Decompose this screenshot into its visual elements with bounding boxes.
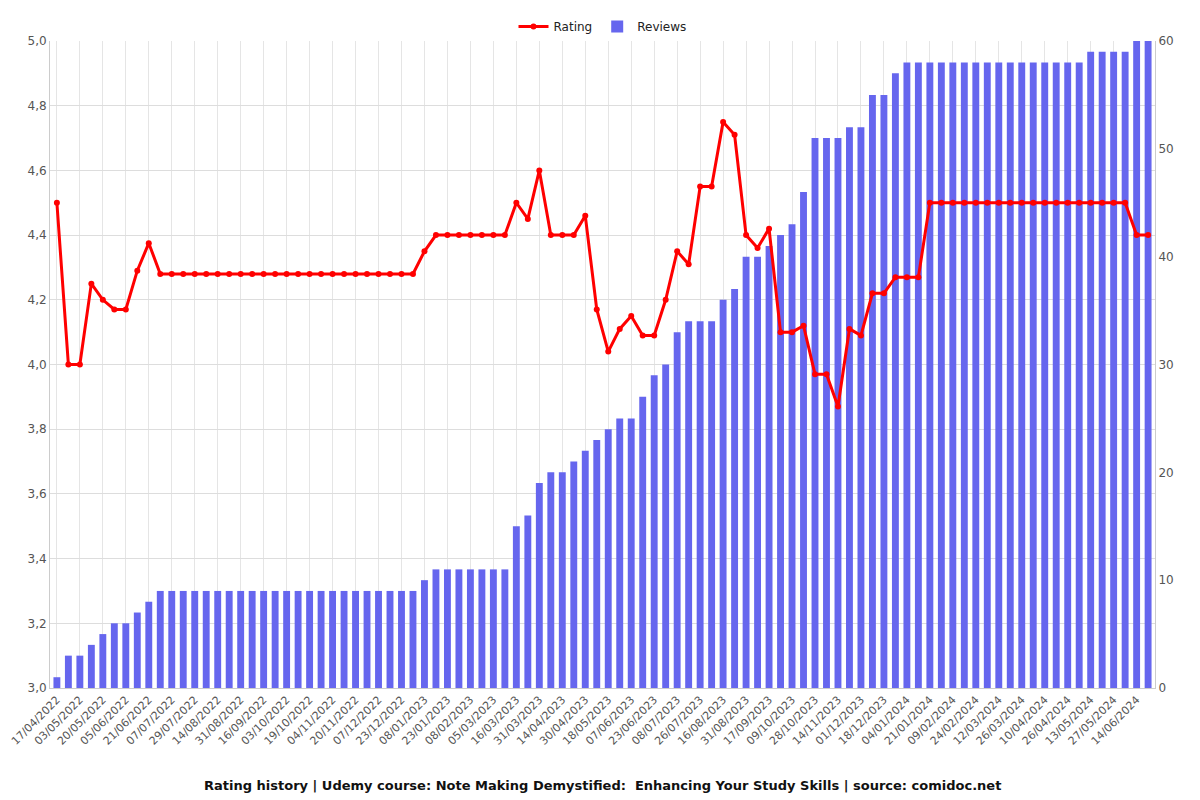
svg-text:05/06/2022: 05/06/2022 [78, 694, 132, 748]
svg-text:31/03/2023: 31/03/2023 [491, 694, 545, 748]
svg-text:14/08/2022: 14/08/2022 [170, 694, 224, 748]
svg-text:14/06/2024: 14/06/2024 [1089, 694, 1143, 748]
svg-text:5,0: 5,0 [28, 34, 47, 48]
svg-text:26/04/2024: 26/04/2024 [1020, 694, 1074, 748]
svg-text:05/03/2023: 05/03/2023 [445, 694, 499, 748]
svg-text:08/01/2023: 08/01/2023 [376, 694, 430, 748]
svg-text:26/07/2023: 26/07/2023 [652, 694, 706, 748]
svg-text:21/06/2022: 21/06/2022 [101, 694, 155, 748]
svg-text:31/08/2022: 31/08/2022 [193, 694, 247, 748]
svg-text:3,8: 3,8 [28, 422, 47, 436]
svg-text:14/11/2023: 14/11/2023 [790, 694, 844, 748]
svg-text:18/12/2023: 18/12/2023 [836, 694, 890, 748]
svg-text:20: 20 [1158, 466, 1173, 480]
svg-text:12/03/2024: 12/03/2024 [951, 694, 1005, 748]
svg-text:10: 10 [1158, 573, 1173, 587]
svg-text:14/04/2023: 14/04/2023 [514, 694, 568, 748]
svg-text:4,6: 4,6 [28, 164, 47, 178]
svg-text:08/07/2023: 08/07/2023 [629, 694, 683, 748]
svg-text:09/02/2024: 09/02/2024 [905, 694, 959, 748]
svg-text:13/05/2024: 13/05/2024 [1043, 694, 1097, 748]
svg-text:29/07/2022: 29/07/2022 [147, 694, 201, 748]
svg-text:Reviews: Reviews [637, 20, 686, 34]
svg-text:07/06/2023: 07/06/2023 [583, 694, 637, 748]
svg-text:Rating history | Udemy course:: Rating history | Udemy course: Note Maki… [204, 778, 1001, 793]
svg-text:26/03/2024: 26/03/2024 [974, 694, 1028, 748]
svg-text:19/10/2022: 19/10/2022 [262, 694, 316, 748]
svg-text:40: 40 [1158, 250, 1173, 264]
svg-text:18/05/2023: 18/05/2023 [560, 694, 614, 748]
svg-text:4,2: 4,2 [28, 293, 47, 307]
svg-text:01/12/2023: 01/12/2023 [813, 694, 867, 748]
svg-text:31/08/2023: 31/08/2023 [698, 694, 752, 748]
svg-text:07/07/2022: 07/07/2022 [124, 694, 178, 748]
svg-text:28/10/2023: 28/10/2023 [767, 694, 821, 748]
svg-text:09/10/2023: 09/10/2023 [744, 694, 798, 748]
svg-text:3,4: 3,4 [28, 552, 47, 566]
svg-text:4,0: 4,0 [28, 358, 47, 372]
svg-text:0: 0 [1158, 681, 1166, 695]
svg-text:23/06/2023: 23/06/2023 [606, 694, 660, 748]
svg-text:3,0: 3,0 [28, 681, 47, 695]
svg-text:4,8: 4,8 [28, 99, 47, 113]
svg-text:60: 60 [1158, 34, 1173, 48]
svg-text:08/02/2023: 08/02/2023 [422, 694, 476, 748]
svg-text:30: 30 [1158, 358, 1173, 372]
svg-text:3,6: 3,6 [28, 487, 47, 501]
svg-text:03/05/2022: 03/05/2022 [32, 694, 86, 748]
svg-text:20/05/2022: 20/05/2022 [55, 694, 109, 748]
svg-text:16/09/2022: 16/09/2022 [216, 694, 270, 748]
svg-text:50: 50 [1158, 142, 1173, 156]
svg-text:17/04/2022: 17/04/2022 [9, 694, 63, 748]
svg-text:16/03/2023: 16/03/2023 [468, 694, 522, 748]
svg-text:3,2: 3,2 [28, 617, 47, 631]
svg-text:17/09/2023: 17/09/2023 [721, 694, 775, 748]
svg-text:16/08/2023: 16/08/2023 [675, 694, 729, 748]
svg-text:30/04/2023: 30/04/2023 [537, 694, 591, 748]
svg-text:23/12/2022: 23/12/2022 [353, 694, 407, 748]
svg-text:21/01/2024: 21/01/2024 [882, 694, 936, 748]
svg-text:Rating: Rating [554, 20, 593, 34]
svg-text:10/04/2024: 10/04/2024 [997, 694, 1051, 748]
svg-text:4,4: 4,4 [28, 228, 47, 242]
svg-text:04/11/2022: 04/11/2022 [285, 694, 339, 748]
svg-text:03/10/2022: 03/10/2022 [239, 694, 293, 748]
svg-text:20/11/2022: 20/11/2022 [308, 694, 362, 748]
svg-text:07/12/2022: 07/12/2022 [330, 694, 384, 748]
svg-text:23/01/2023: 23/01/2023 [399, 694, 453, 748]
svg-text:24/02/2024: 24/02/2024 [928, 694, 982, 748]
svg-text:27/05/2024: 27/05/2024 [1066, 694, 1120, 748]
svg-text:04/01/2024: 04/01/2024 [859, 694, 913, 748]
